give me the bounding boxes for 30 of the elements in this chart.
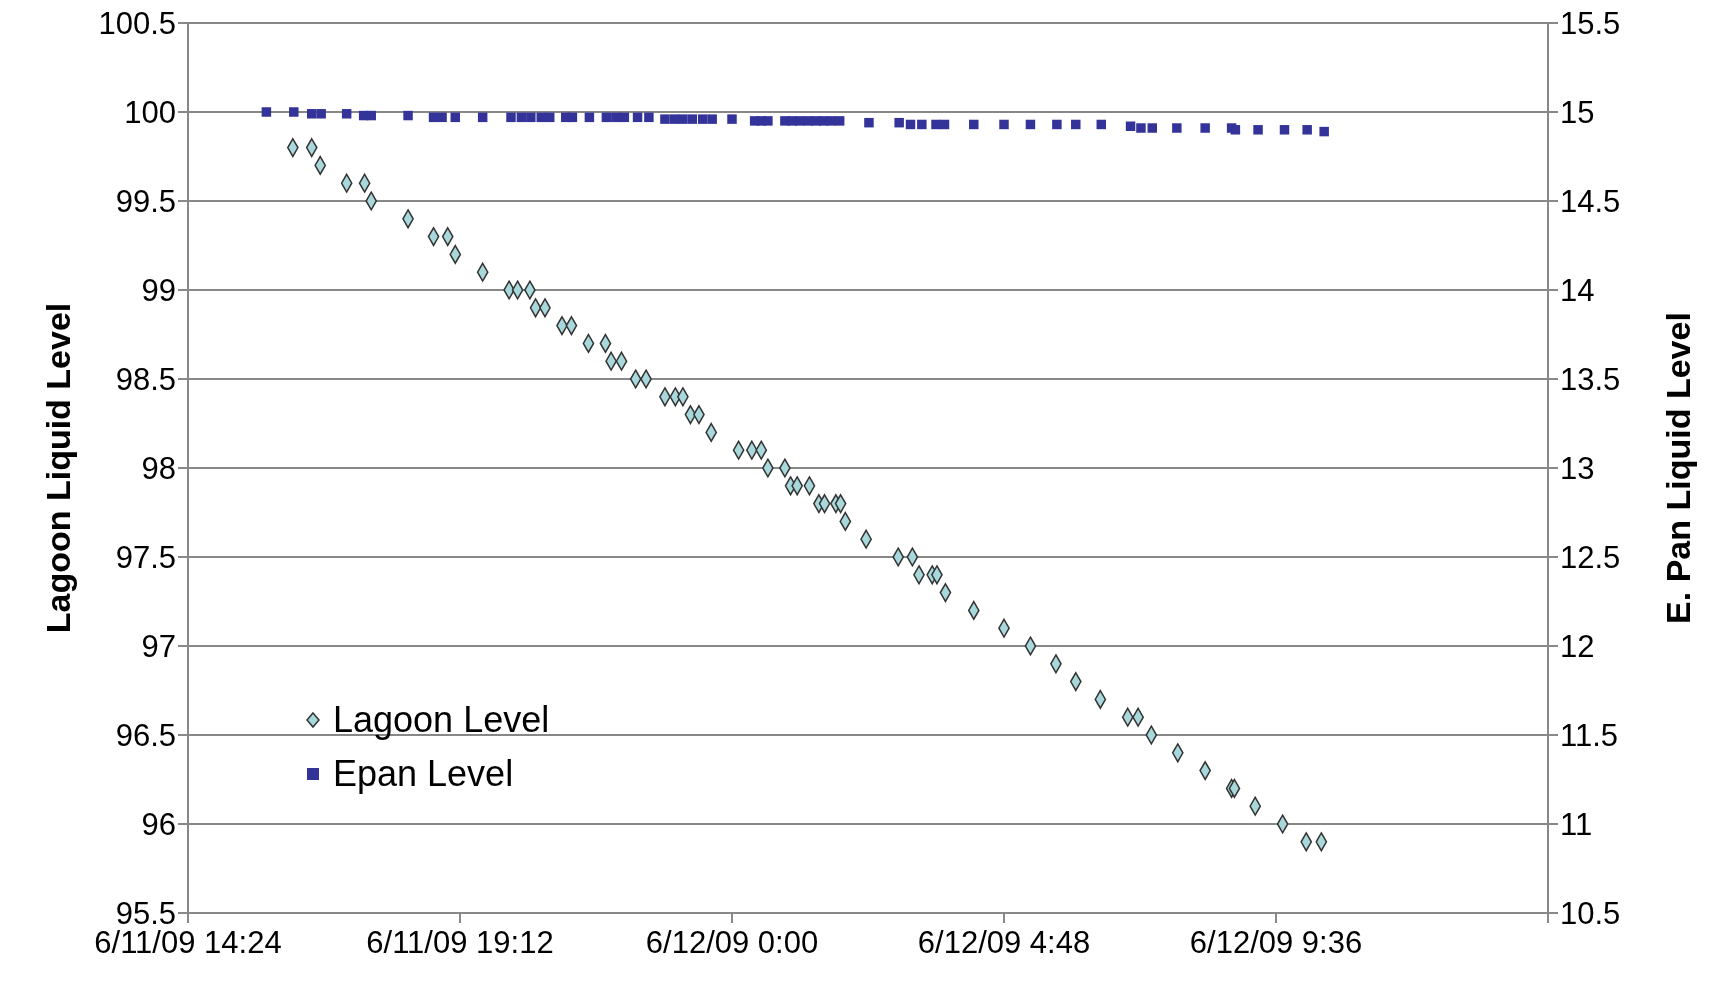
y-tick-label: 96.5 [115,718,176,754]
y2-tick-label: 13.5 [1560,362,1621,398]
y-tick-label: 97 [141,629,176,665]
y2-axis-title: E. Pan Liquid Level [1659,312,1698,624]
y2-tick-label: 12.5 [1560,540,1621,576]
legend-label: Epan Level [333,752,514,796]
y2-tick-label: 15.5 [1560,6,1621,42]
y-tick-label: 99 [141,273,176,309]
y-tick-label: 97.5 [115,540,176,576]
y2-tick-label: 12 [1560,629,1595,665]
y-axis-title: Lagoon Liquid Level [39,302,78,634]
y2-tick-label: 14 [1560,273,1595,309]
y-tick-label: 99.5 [115,184,176,220]
y-tick-label: 100 [124,95,176,131]
y-tick-label: 98 [141,451,176,487]
x-tick-label: 6/11/09 14:24 [94,925,282,961]
y-tick-label: 100.5 [98,6,176,42]
y2-tick-label: 10.5 [1560,896,1621,932]
y-tick-label: 98.5 [115,362,176,398]
y2-tick-label: 13 [1560,451,1595,487]
y2-tick-label: 11 [1560,807,1593,843]
x-tick-label: 6/12/09 0:00 [645,925,819,961]
y2-tick-label: 14.5 [1560,184,1621,220]
y2-tick-label: 15 [1560,95,1595,131]
legend-label: Lagoon Level [333,698,550,742]
x-tick-label: 6/12/09 4:48 [917,925,1091,961]
y-tick-label: 96 [141,807,176,843]
x-tick-label: 6/12/09 9:36 [1189,925,1363,961]
y2-tick-label: 11.5 [1560,718,1619,754]
x-tick-label: 6/11/09 19:12 [366,925,554,961]
